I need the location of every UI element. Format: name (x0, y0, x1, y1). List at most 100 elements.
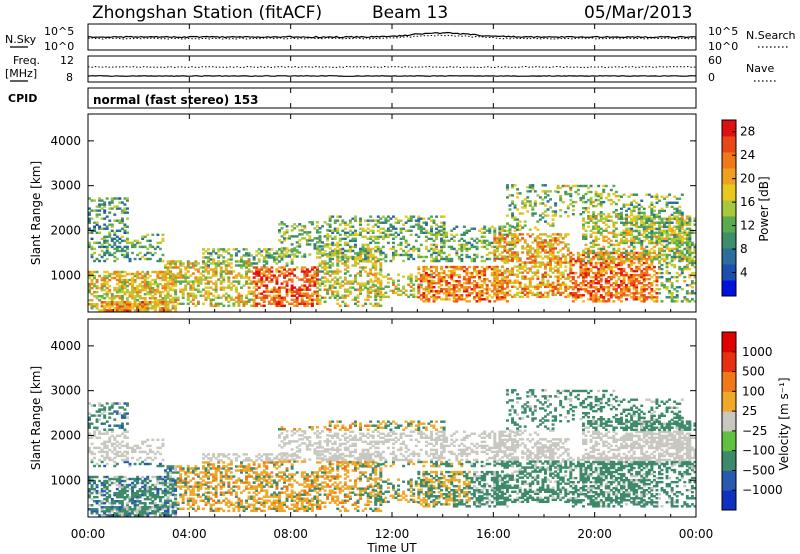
power-cell (128, 301, 132, 304)
power-cell (105, 249, 109, 253)
power-cell (103, 284, 107, 288)
power-cell (222, 270, 226, 273)
power-cell (582, 263, 585, 267)
power-cell (136, 299, 140, 302)
power-cell (485, 298, 489, 301)
power-cell (240, 264, 243, 267)
power-cell (346, 235, 350, 239)
power-cell (594, 221, 598, 224)
power-cell (500, 292, 504, 295)
power-cell (285, 264, 289, 267)
power-cell (118, 249, 122, 253)
power-cell (556, 275, 560, 278)
power-cell (632, 253, 636, 257)
power-cell (645, 235, 649, 239)
power-cell (498, 243, 502, 246)
power-cell (556, 257, 560, 260)
power-cell (361, 249, 365, 253)
power-cell (126, 272, 129, 276)
power-cell (404, 245, 408, 249)
power-cell (351, 233, 355, 237)
power-cell (262, 300, 266, 303)
power-cell (113, 276, 117, 280)
power-cell (559, 291, 563, 295)
power-cell (232, 248, 236, 251)
power-cell (620, 251, 623, 255)
power-cell (630, 219, 634, 222)
power-cell (392, 237, 395, 241)
power-cell (371, 256, 375, 259)
power-cell (409, 277, 413, 280)
power-cell (88, 213, 91, 216)
power-cell (186, 298, 190, 301)
power-cell (637, 261, 641, 265)
power-cell (549, 224, 552, 227)
power-cell (110, 237, 114, 241)
power-cell (523, 263, 527, 266)
power-cell (435, 259, 438, 263)
power-cell (668, 292, 672, 295)
power-cell (359, 274, 362, 277)
power-cell (521, 245, 525, 248)
power-cell (475, 281, 479, 285)
power-cell (630, 233, 634, 237)
power-cell (531, 285, 535, 288)
power-cell (620, 296, 623, 299)
power-cell (513, 241, 517, 245)
power-cell (488, 241, 492, 245)
power-cell (645, 253, 649, 257)
power-cell (670, 227, 674, 230)
power-cell (599, 247, 603, 251)
power-cell (328, 235, 332, 238)
power-cell (174, 262, 178, 265)
power-cell (113, 219, 117, 222)
power-cell (354, 256, 357, 259)
power-cell (247, 264, 251, 267)
power-cell (604, 265, 608, 269)
power-cell (305, 243, 309, 246)
power-cell (592, 271, 596, 275)
power-cell (305, 304, 309, 308)
power-cell (146, 307, 150, 310)
power-cell (333, 237, 337, 241)
power-cell (412, 295, 416, 299)
power-cell (513, 253, 517, 256)
power-cell (440, 237, 444, 241)
power-cell (288, 235, 292, 238)
power-cell (430, 273, 433, 276)
power-cell (417, 249, 421, 253)
power-cell (432, 247, 436, 251)
power-cell (404, 229, 408, 232)
power-cell (300, 294, 304, 297)
power-cell (620, 253, 623, 257)
power-cell (640, 223, 644, 227)
power-cell (452, 298, 456, 301)
power-cell (128, 259, 132, 263)
power-cell (546, 255, 550, 258)
power-cell (683, 223, 687, 226)
power-cell (571, 204, 575, 208)
power-cell (255, 294, 259, 297)
power-cell (262, 256, 266, 259)
power-cell (417, 219, 421, 222)
power-cell (450, 237, 454, 241)
power-cell (625, 203, 628, 207)
power-cell (473, 257, 476, 261)
power-cell (313, 282, 317, 285)
power-cell (607, 267, 611, 271)
power-cell (594, 231, 598, 235)
power-cell (566, 247, 570, 250)
power-cell (300, 284, 304, 287)
power-cell (207, 276, 210, 279)
power-cell (133, 245, 137, 249)
power-cell (229, 256, 233, 259)
power-cell (103, 270, 107, 274)
power-cell (503, 255, 507, 258)
power-cell (584, 288, 588, 291)
power-cell (98, 231, 102, 235)
power-cell (620, 269, 623, 273)
power-cell (582, 235, 585, 239)
power-cell (541, 190, 545, 193)
power-cell (100, 255, 104, 259)
power-cell (257, 278, 261, 281)
